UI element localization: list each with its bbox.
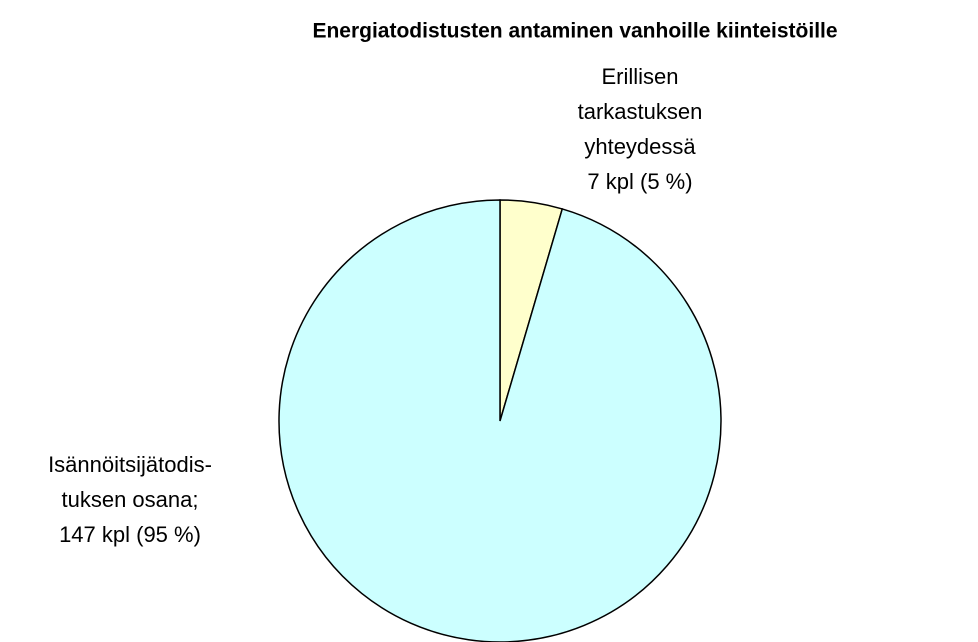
- slice-label: yhteydessä: [584, 134, 696, 159]
- chart-title: Energiatodistusten antaminen vanhoille k…: [312, 20, 837, 43]
- value-label: 147 kpl (95 %): [59, 522, 201, 547]
- pie-slice: [278, 199, 722, 642]
- slice-label: Isännöitsijätodis-: [48, 452, 212, 477]
- value-label: 7 kpl (5 %): [587, 169, 692, 194]
- slice-label: tuksen osana;: [62, 487, 199, 512]
- slice-label: Erillisen: [601, 64, 678, 89]
- slice-label: tarkastuksen: [578, 99, 703, 124]
